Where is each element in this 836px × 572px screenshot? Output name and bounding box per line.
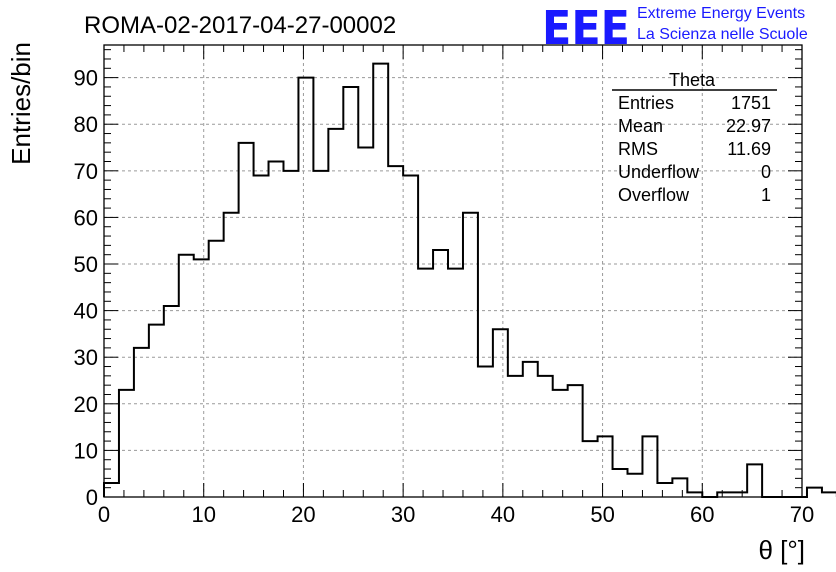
histogram-bin: [613, 469, 628, 497]
grid: [104, 45, 802, 497]
histogram-bin: [134, 348, 149, 497]
histogram-bin: [298, 78, 313, 497]
x-tick-labels: 0 10 20 30 40 50 60 70: [98, 502, 814, 527]
x-tick-label: 70: [790, 502, 814, 527]
histogram-bin: [568, 385, 583, 497]
histogram-bin: [747, 464, 762, 497]
x-tick-label: 50: [590, 502, 614, 527]
histogram-bin: [283, 171, 298, 497]
histogram-bin: [523, 362, 538, 497]
histogram-bin: [418, 269, 433, 497]
stats-rows: Entries 1751 Mean 22.97 RMS 11.69 Underflow 0 Ov…: [618, 93, 771, 205]
histogram-bin: [642, 436, 657, 497]
x-tick-label: 40: [491, 502, 515, 527]
histogram-bin: [194, 259, 209, 497]
histogram-bin: [373, 64, 388, 497]
histogram-bin: [403, 175, 418, 497]
histogram-bin: [343, 87, 358, 497]
stats-label: Underflow: [618, 162, 700, 182]
y-tick-label: 80: [74, 112, 98, 137]
stats-box: Theta Entries 1751 Mean 22.97 RMS 11.69 Underf…: [612, 70, 777, 205]
x-tick-label: 30: [391, 502, 415, 527]
stats-label: Mean: [618, 116, 663, 136]
y-tick-label: 60: [74, 205, 98, 230]
stats-value: 1: [761, 185, 771, 205]
stats-value: 0: [761, 162, 771, 182]
y-tick-label: 40: [74, 299, 98, 324]
histogram-bin: [433, 250, 448, 497]
axis-ticks: [103, 45, 803, 498]
logo-line-2: La Scienza nelle Scuole: [637, 26, 808, 43]
y-tick-label: 70: [74, 159, 98, 184]
histogram-bin: [239, 143, 254, 497]
histogram-bin: [628, 474, 643, 497]
histogram-bin: [807, 488, 822, 497]
histogram-bin: [463, 213, 478, 497]
histogram-bin: [448, 269, 463, 497]
run-title: ROMA-02-2017-04-27-00002: [84, 12, 396, 39]
x-tick-label: 20: [291, 502, 315, 527]
y-tick-labels: 0 10 20 30 40 50 60 70 80 90: [74, 66, 98, 510]
stats-label: Entries: [618, 93, 674, 113]
stats-value: 1751: [731, 93, 771, 113]
histogram-bin: [657, 483, 672, 497]
histogram-bin: [328, 129, 343, 497]
histogram-bin: [313, 171, 328, 497]
y-tick-label: 0: [86, 485, 98, 510]
histogram-bin: [538, 376, 553, 497]
eee-logo: EEE Extreme Energy Events La Scienza nel…: [542, 1, 808, 55]
x-axis-label: θ [°]: [758, 535, 805, 565]
y-tick-label: 30: [74, 345, 98, 370]
histogram-bin: [583, 441, 598, 497]
stats-label: Overflow: [618, 185, 690, 205]
histogram-bin: [149, 325, 164, 497]
y-axis-label: Entries/bin: [6, 42, 36, 165]
histogram-bin: [254, 175, 269, 497]
histogram-bin: [224, 213, 239, 497]
logo-line-1: Extreme Energy Events: [637, 5, 805, 22]
y-tick-label: 90: [74, 66, 98, 91]
eee-logo-mark: EEE: [542, 1, 630, 55]
histogram-bin: [269, 161, 284, 497]
histogram-bin: [508, 376, 523, 497]
histogram-bin: [478, 367, 493, 497]
histogram-bin: [119, 390, 134, 497]
y-tick-label: 10: [74, 438, 98, 463]
histogram-bin: [598, 436, 613, 497]
y-tick-label: 50: [74, 252, 98, 277]
y-tick-label: 20: [74, 392, 98, 417]
x-tick-label: 0: [98, 502, 110, 527]
histogram-bin: [388, 166, 403, 497]
histogram-bin: [104, 483, 119, 497]
histogram-bin: [209, 241, 224, 497]
x-tick-label: 10: [191, 502, 215, 527]
stats-title: Theta: [669, 70, 716, 90]
histogram-bin: [493, 329, 508, 497]
histogram-bin: [179, 255, 194, 497]
histogram-bin: [164, 306, 179, 497]
histogram-bin: [672, 478, 687, 497]
x-tick-label: 60: [690, 502, 714, 527]
stats-value: 22.97: [726, 116, 771, 136]
stats-label: RMS: [618, 139, 658, 159]
plot-frame: [103, 44, 803, 498]
stats-value: 11.69: [727, 139, 771, 159]
histogram-bin: [358, 148, 373, 497]
histogram-bin: [553, 390, 568, 497]
